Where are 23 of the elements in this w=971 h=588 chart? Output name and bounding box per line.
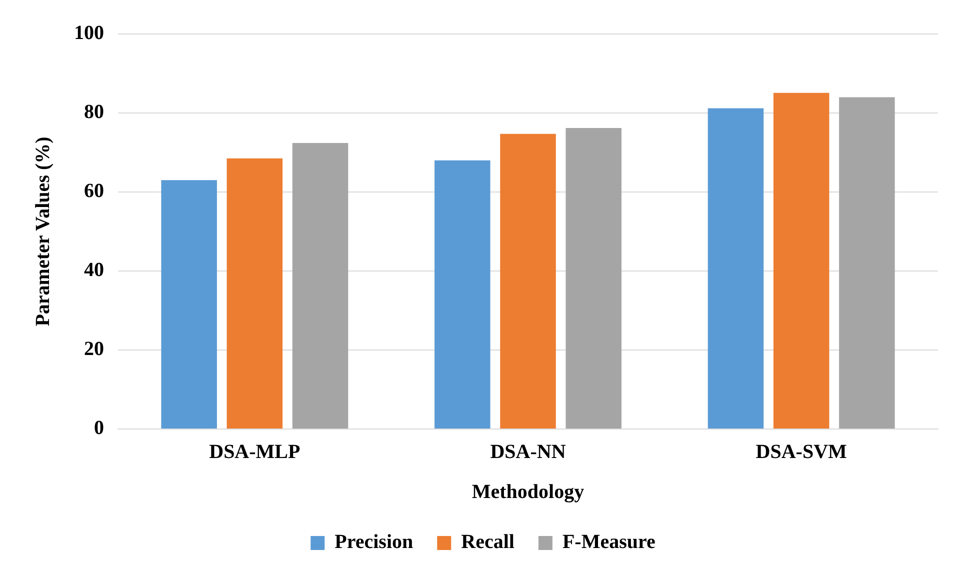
bar: [708, 108, 764, 428]
legend-label: F-Measure: [562, 531, 656, 554]
y-axis-title: Parameter Values (%): [32, 136, 54, 326]
bar: [292, 143, 348, 428]
y-tick-label: 100: [74, 22, 104, 44]
bar: [566, 128, 622, 428]
x-axis-title: Methodology: [472, 481, 584, 504]
x-tick-label: DSA-SVM: [756, 441, 848, 464]
y-tick-label: 40: [84, 259, 104, 282]
legend-label: Precision: [334, 531, 414, 554]
y-tick-label: 60: [84, 180, 104, 202]
y-tick-label: 20: [84, 338, 104, 360]
bar: [434, 160, 490, 428]
bar: [839, 97, 895, 428]
y-tick-label: 80: [84, 101, 104, 124]
bar: [226, 158, 283, 428]
bar: [773, 92, 830, 428]
bar: [500, 134, 556, 428]
legend-label: Recall: [461, 531, 515, 554]
bar: [161, 180, 217, 428]
y-tick-label: 0: [94, 417, 104, 440]
x-tick-label: DSA-MLP: [209, 441, 300, 464]
x-tick-label: DSA-NN: [490, 441, 566, 464]
